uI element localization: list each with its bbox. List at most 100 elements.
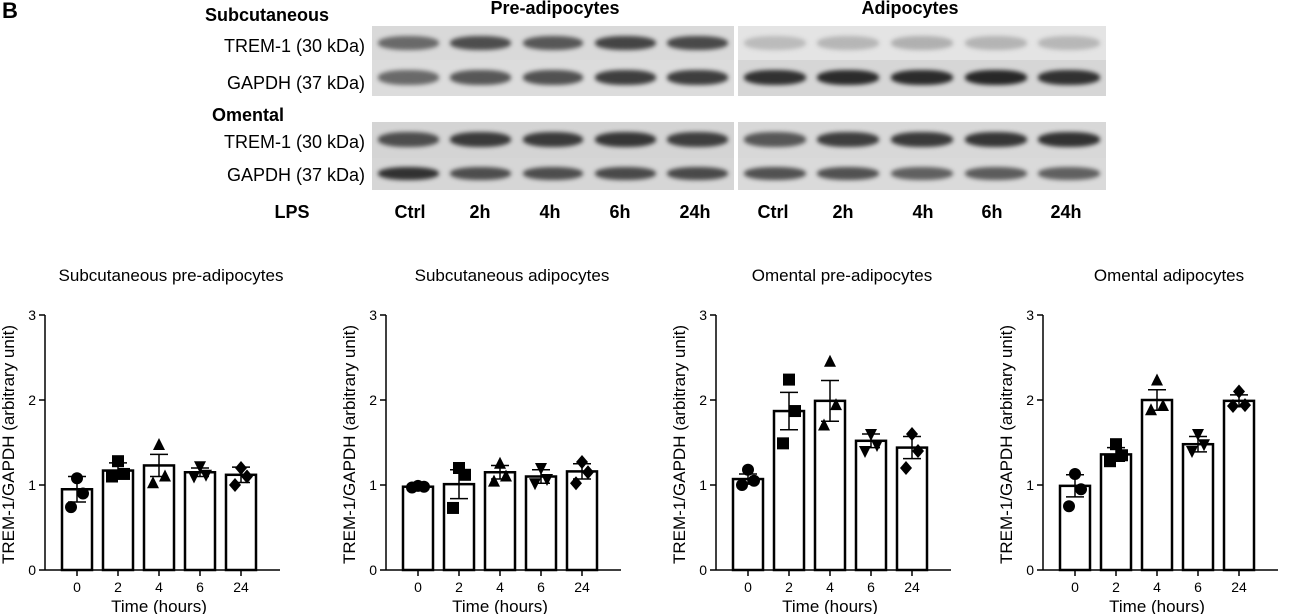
y-tick-label: 1 [699,477,707,493]
x-tick-label: 6 [196,579,204,595]
data-point [1227,398,1239,413]
blot-band [667,35,729,50]
y-tick-label: 1 [1026,477,1034,493]
x-tick-label: 0 [744,579,752,595]
blot-band [450,70,511,86]
omental-section-label: Omental [212,105,285,125]
blot-band [450,35,511,50]
data-point [77,487,89,500]
data-point [241,469,253,484]
blot-strip-omental-gapdh-adi [738,158,1106,190]
y-tick-label: 0 [699,562,707,578]
chart-title: Subcutaneous adipocytes [415,266,610,285]
blot-band [522,166,584,181]
x-tick-label: 6 [537,579,545,595]
data-point [500,469,512,482]
data-point [1063,500,1075,513]
blot-band [377,132,439,148]
blot-band [743,166,806,181]
x-axis-label: Time (hours) [782,597,878,614]
subcutaneous-gapdh-label: GAPDH (37 kDa) [226,73,365,93]
y-tick-label: 3 [1026,307,1034,323]
data-point [1233,384,1245,399]
chart-title: Omental adipocytes [1094,266,1244,285]
data-point [865,429,877,441]
bar [1222,399,1256,572]
blot-band [817,70,880,86]
y-tick-label: 2 [1026,392,1034,408]
data-point [71,472,83,485]
data-point [1192,429,1204,441]
blot-band [667,70,729,86]
y-tick-label: 3 [28,307,36,323]
data-point [488,474,500,487]
x-tick-label: 2 [114,579,122,595]
y-tick-label: 2 [369,392,377,408]
data-point [900,461,912,475]
bar [401,485,435,572]
blot-band [450,132,511,148]
blot-strip-subcutaneous-trem1-adi [738,26,1106,60]
blot-band [891,70,953,86]
data-point [112,455,124,468]
x-tick-label: 2 [455,579,463,595]
chart-title: Omental pre-adipocytes [752,266,932,285]
x-tick-label: 24 [233,579,249,595]
blot-band [743,132,806,148]
data-point [912,444,924,458]
lane-label-adi-2: 4h [912,202,934,222]
y-tick-label: 1 [28,477,36,493]
lps-label: LPS [274,202,310,222]
subcutaneous-section-label: Subcutaneous [205,5,330,25]
data-point [153,438,165,451]
data-point [1145,403,1157,416]
blot-band [377,166,439,181]
blot-band [450,166,511,181]
data-point [1104,455,1116,468]
blot-band [377,35,439,50]
x-tick-label: 2 [1112,579,1120,595]
data-point [106,470,118,483]
adipocytes-header: Adipocytes [861,0,959,18]
data-point [1069,467,1081,480]
x-axis-label: Time (hours) [1109,597,1205,614]
y-tick-label: 3 [369,307,377,323]
y-axis-label: TREM-1/GAPDH (arbitrary unit) [997,325,1016,564]
data-point [789,405,801,418]
blot-band [891,166,953,181]
bar [813,399,847,572]
bar [524,475,558,572]
x-tick-label: 24 [1231,579,1247,595]
blot-band [891,35,953,50]
panel-letter: B [2,0,18,23]
data-point [906,427,918,441]
x-tick-label: 0 [73,579,81,595]
bar [483,471,517,572]
data-point [529,478,541,491]
blot-band [817,35,880,50]
data-point [783,373,795,386]
blot-band [817,166,880,181]
data-point [742,463,754,476]
blot-band [743,35,806,50]
data-point [188,471,200,484]
data-point [159,469,171,482]
data-point [1198,439,1210,452]
omental-trem1-label: TREM-1 (30 kDa) [223,132,365,152]
data-point [194,461,206,474]
x-tick-label: 4 [155,579,163,595]
data-point [1110,438,1122,451]
blot-band [1038,132,1101,148]
data-point [818,418,830,431]
blot-band [1038,70,1101,86]
blot-band [667,166,729,181]
data-point [453,462,465,474]
data-point [147,476,159,489]
blot-band [522,35,584,50]
data-point [1075,483,1087,496]
bar [772,409,806,572]
blot-band [667,132,729,148]
data-point [570,476,582,491]
subcutaneous-trem1-label: TREM-1 (30 kDa) [223,36,365,56]
x-tick-label: 4 [826,579,834,595]
